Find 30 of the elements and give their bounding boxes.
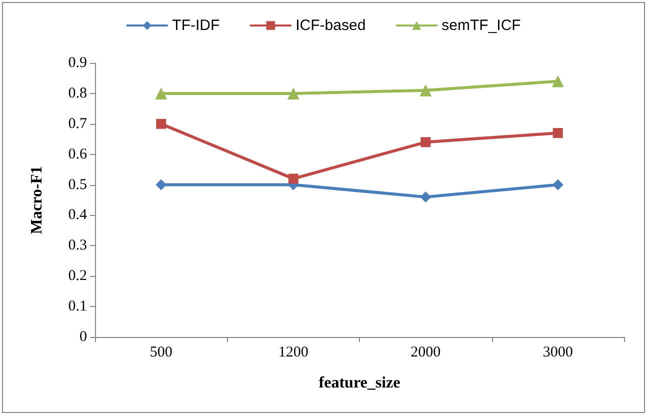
y-tick-label: 0 bbox=[80, 329, 87, 345]
point bbox=[288, 174, 298, 184]
y-tick-label: 0.7 bbox=[68, 116, 88, 132]
point bbox=[420, 84, 432, 96]
point bbox=[552, 128, 563, 138]
legend-label: ICF-based bbox=[296, 17, 366, 34]
point bbox=[156, 179, 167, 190]
point bbox=[287, 87, 300, 100]
y-tick-label: 0.9 bbox=[68, 55, 87, 71]
y-tick-label: 0.6 bbox=[68, 146, 88, 162]
y-tick-label: 0.2 bbox=[68, 268, 87, 284]
x-tick-label: 2000 bbox=[410, 344, 441, 360]
y-tick-label: 0.5 bbox=[68, 176, 87, 193]
point bbox=[552, 75, 564, 88]
legend-label: TF-IDF bbox=[172, 17, 220, 34]
x-tick-label: 500 bbox=[150, 344, 172, 360]
x-axis-title: feature_size bbox=[318, 374, 400, 392]
y-tick-label: 0.8 bbox=[68, 85, 87, 102]
legend-label: semTF_ICF bbox=[442, 17, 521, 34]
x-tick-label: 1200 bbox=[278, 344, 308, 360]
y-tick-label: 0.4 bbox=[68, 207, 88, 224]
point bbox=[155, 87, 168, 100]
y-tick-label: 0.1 bbox=[68, 298, 87, 315]
point bbox=[552, 179, 564, 190]
point bbox=[420, 137, 431, 148]
x-tick-label: 3000 bbox=[542, 344, 573, 360]
point bbox=[156, 118, 166, 129]
y-axis-title: Macro-F1 bbox=[28, 166, 46, 234]
point bbox=[420, 191, 432, 202]
y-tick-label: 0.3 bbox=[68, 238, 87, 254]
